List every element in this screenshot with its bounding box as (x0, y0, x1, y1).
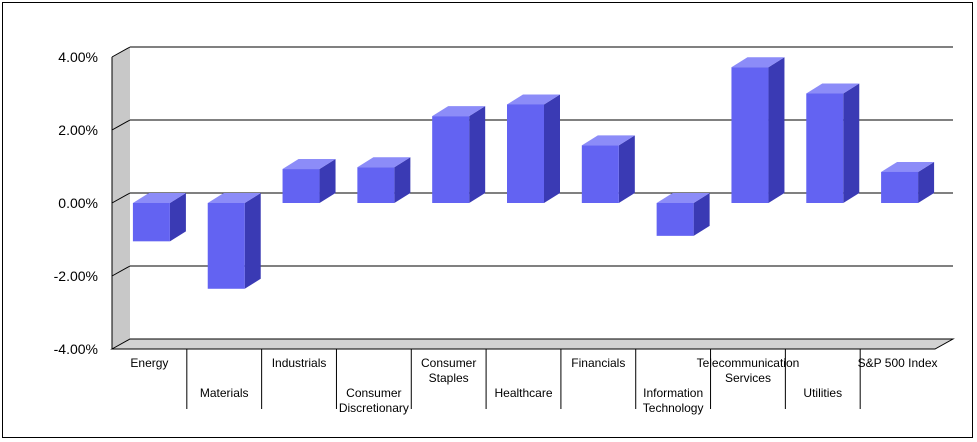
bar (581, 135, 635, 203)
bar-top (132, 193, 186, 203)
bar-side (319, 159, 336, 203)
bar-front (507, 104, 544, 203)
bar (357, 157, 411, 203)
floor (110, 338, 955, 350)
bar-side (394, 157, 411, 203)
bar-side (244, 193, 261, 289)
bar (507, 94, 560, 203)
bar-side (843, 83, 860, 203)
category-label: Consumer Discretionary (339, 386, 409, 415)
category-label: Materials (200, 386, 249, 400)
y-tick-label: -2.00% (54, 268, 98, 284)
bar-top (731, 57, 785, 68)
category-label: Telecommunication Services (697, 356, 800, 385)
y-tick-label: -4.00% (54, 341, 98, 357)
category-label: Consumer Staples (421, 356, 476, 385)
y-tick-label: 0.00% (58, 195, 98, 211)
bar (432, 106, 486, 203)
gridline-wall (111, 46, 131, 58)
bar-top (881, 161, 935, 172)
bar (207, 193, 261, 289)
category-label: Financials (571, 356, 625, 370)
bar-front (132, 203, 170, 242)
bar-top (432, 106, 486, 117)
bar-front (357, 167, 395, 203)
bar-side (544, 94, 560, 203)
bar-top (357, 157, 411, 168)
category-label: Utilities (803, 386, 842, 400)
bar-top (806, 83, 860, 94)
bar-front (656, 203, 694, 236)
y-tick-label: 4.00% (58, 49, 98, 65)
bar-side (693, 193, 710, 236)
bar (282, 159, 336, 203)
bar-front (806, 93, 844, 203)
bar-top (507, 94, 560, 105)
bar-side (169, 193, 186, 242)
bar-front (282, 169, 320, 203)
bar-top (656, 193, 710, 203)
bar (656, 193, 710, 236)
bar-top (581, 135, 635, 146)
bar-front (731, 67, 769, 203)
bar-front (581, 145, 619, 203)
category-label: Energy (130, 356, 168, 370)
bar-front (881, 171, 919, 203)
gridline-wall (111, 265, 131, 277)
bar-side (469, 106, 486, 203)
gridline-wall (111, 192, 131, 204)
category-label: Industrials (272, 356, 327, 370)
bar-top (282, 159, 336, 170)
category-label: S&P 500 Index (858, 356, 938, 370)
bar-front (207, 203, 245, 289)
bar-side (918, 161, 935, 203)
category-label: Healthcare (494, 386, 552, 400)
category-label: Information Technology (643, 386, 704, 415)
bar (132, 193, 186, 242)
bar-front (432, 116, 470, 203)
bar-side (768, 57, 785, 203)
bar (881, 161, 935, 203)
gridline-wall (111, 119, 131, 131)
bar (731, 57, 785, 203)
bar (806, 83, 860, 203)
bar-top (207, 193, 261, 203)
y-tick-label: 2.00% (58, 122, 98, 138)
bar-side (618, 135, 635, 203)
